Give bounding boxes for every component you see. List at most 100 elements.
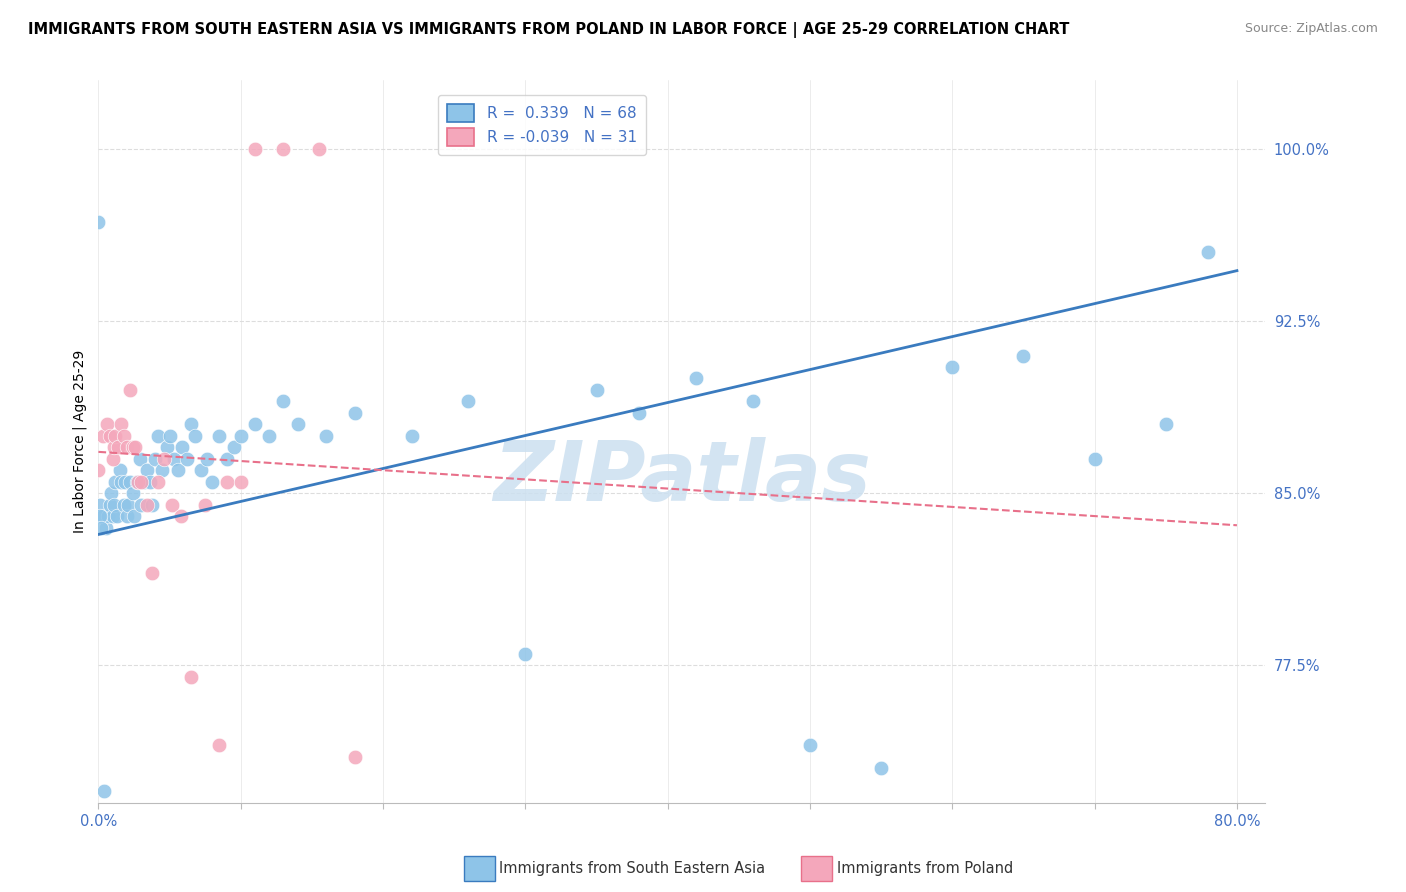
Point (152, 463, 174, 477)
Point (194, 498, 217, 512)
Point (101, 509, 124, 524)
Point (180, 670, 202, 684)
Point (208, 429, 231, 443)
Text: ZIPatlas: ZIPatlas (494, 437, 870, 518)
Point (100, 486, 122, 500)
Point (89, 498, 111, 512)
Point (121, 486, 143, 500)
Point (98, 429, 121, 443)
Point (685, 371, 707, 385)
Point (122, 509, 145, 524)
Point (96, 417, 118, 432)
Point (103, 440, 125, 454)
Point (156, 440, 179, 454)
Point (115, 509, 138, 524)
Point (87, 215, 110, 229)
Point (180, 417, 202, 432)
Point (243, 142, 266, 156)
Point (124, 440, 146, 454)
Point (799, 739, 821, 753)
Point (125, 475, 148, 489)
Point (162, 498, 184, 512)
Point (195, 451, 218, 466)
Point (343, 750, 366, 764)
Point (97, 509, 120, 524)
Point (153, 451, 176, 466)
Point (91, 509, 114, 524)
Point (141, 566, 163, 581)
Point (112, 429, 135, 443)
Point (129, 498, 152, 512)
Point (401, 429, 423, 443)
Point (87, 463, 110, 477)
Point (273, 394, 295, 409)
Point (184, 429, 207, 443)
Point (870, 761, 893, 775)
Point (343, 406, 366, 420)
Point (208, 739, 231, 753)
Point (941, 359, 963, 374)
Point (628, 406, 651, 420)
Point (90, 520, 112, 534)
Point (315, 429, 337, 443)
Point (118, 475, 141, 489)
Point (742, 394, 765, 409)
Point (110, 417, 132, 432)
Point (172, 440, 194, 454)
Point (215, 451, 238, 466)
Point (222, 440, 245, 454)
Point (457, 394, 479, 409)
Point (112, 498, 135, 512)
Point (201, 475, 224, 489)
Point (229, 429, 252, 443)
Text: Immigrants from Poland: Immigrants from Poland (837, 862, 1012, 876)
Y-axis label: In Labor Force | Age 25-29: In Labor Force | Age 25-29 (73, 350, 87, 533)
Point (98, 498, 121, 512)
Point (585, 383, 607, 397)
Point (148, 429, 170, 443)
Point (1198, 245, 1220, 260)
Point (163, 451, 186, 466)
Point (176, 451, 198, 466)
Point (101, 451, 124, 466)
Point (114, 475, 136, 489)
Text: Immigrants from South Eastern Asia: Immigrants from South Eastern Asia (499, 862, 765, 876)
Point (1154, 417, 1177, 432)
Point (94, 520, 117, 534)
Point (273, 142, 295, 156)
Point (127, 475, 149, 489)
Point (93, 784, 115, 798)
Text: IMMIGRANTS FROM SOUTH EASTERN ASIA VS IMMIGRANTS FROM POLAND IN LABOR FORCE | AG: IMMIGRANTS FROM SOUTH EASTERN ASIA VS IM… (28, 22, 1070, 38)
Point (243, 417, 266, 432)
Point (117, 498, 139, 512)
Point (110, 475, 132, 489)
Point (104, 429, 127, 443)
Point (128, 451, 150, 466)
Point (103, 498, 125, 512)
Point (229, 475, 252, 489)
Legend: R =  0.339   N = 68, R = -0.039   N = 31: R = 0.339 N = 68, R = -0.039 N = 31 (437, 95, 645, 155)
Point (215, 475, 238, 489)
Point (308, 142, 330, 156)
Point (257, 429, 280, 443)
Point (148, 475, 170, 489)
Point (143, 451, 166, 466)
Point (115, 440, 138, 454)
Point (118, 383, 141, 397)
Point (121, 440, 143, 454)
Point (91, 429, 114, 443)
Point (190, 463, 212, 477)
Point (105, 509, 128, 524)
Point (287, 417, 309, 432)
Point (1084, 451, 1107, 466)
Point (89, 509, 111, 524)
Point (141, 498, 163, 512)
Text: Source: ZipAtlas.com: Source: ZipAtlas.com (1244, 22, 1378, 36)
Point (104, 475, 127, 489)
Point (167, 463, 190, 477)
Point (135, 498, 157, 512)
Point (515, 647, 537, 661)
Point (170, 509, 193, 524)
Point (1012, 349, 1035, 363)
Point (138, 475, 160, 489)
